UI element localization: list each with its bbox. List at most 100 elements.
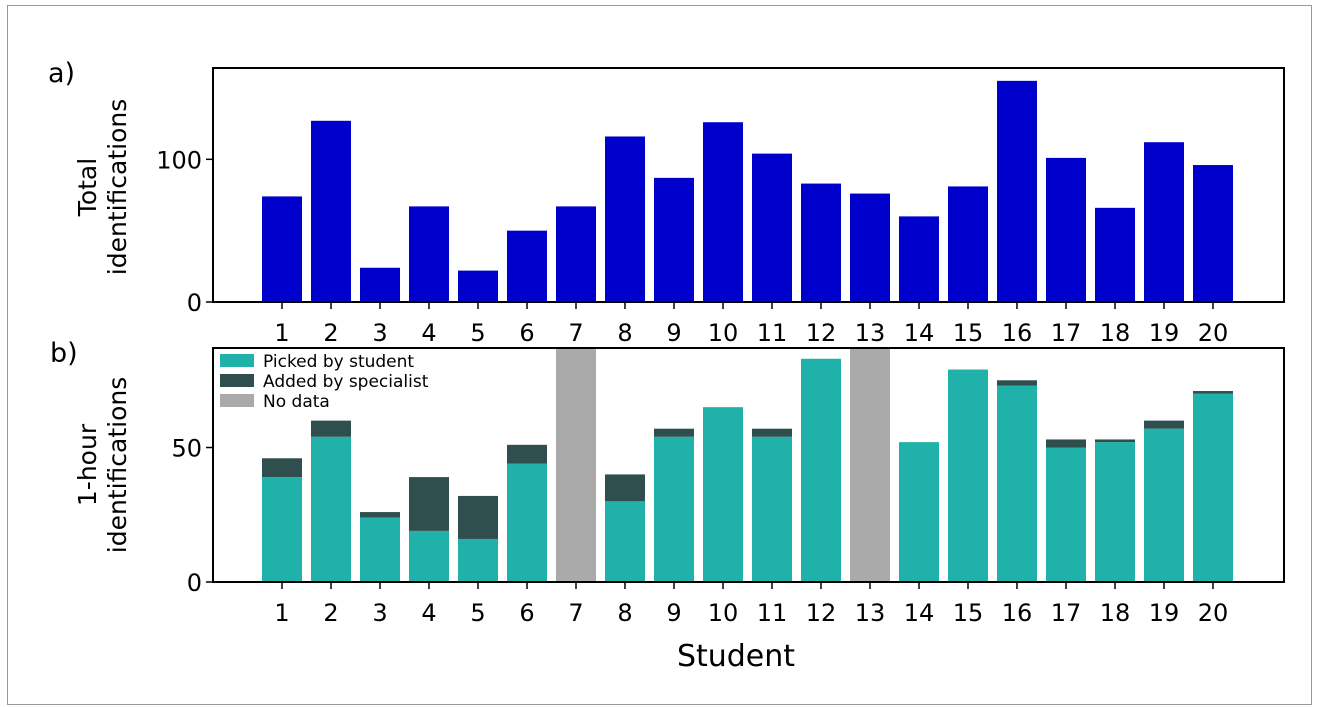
panel-a-xtick-label-11: 11 (757, 319, 788, 347)
panel-a-ylabel-line2: identifications (103, 99, 132, 276)
panel-a-bar-3 (360, 267, 400, 302)
panel-a-xtick-label-17: 17 (1051, 319, 1082, 347)
panel-a-bar-16 (997, 80, 1037, 302)
panel-a-xtick-label-4: 4 (421, 319, 436, 347)
panel-b-bar-added-19 (1144, 420, 1184, 429)
panel-a-xtick-label-2: 2 (323, 319, 338, 347)
panel-b-bar-picked-3 (360, 517, 400, 582)
panel-b-bar-added-8 (605, 474, 645, 502)
panel-a-bar-1 (262, 196, 302, 302)
panel-b-bar-added-16 (997, 380, 1037, 386)
panel-a-xtick-label-15: 15 (953, 319, 984, 347)
panel-b-bar-picked-10 (703, 407, 743, 582)
panel-b-ytick-label-0: 0 (187, 569, 202, 597)
panel-b-xtick-label-15: 15 (953, 599, 984, 627)
panel-b-xtick-label-17: 17 (1051, 599, 1082, 627)
panel-b-bar-picked-1 (262, 477, 302, 582)
panel-b-bar-picked-4 (409, 530, 449, 582)
panel-b-bar-picked-18 (1095, 442, 1135, 582)
panel-b-bar-picked-15 (948, 369, 988, 582)
panel-b-bar-picked-20 (1193, 393, 1233, 582)
panel-b-label: b) (50, 338, 78, 369)
panel-b-xtick-label-14: 14 (904, 599, 935, 627)
panel-b-bar-added-4 (409, 477, 449, 531)
panel-b-ylabel-line2: identifications (103, 377, 132, 554)
panel-b-bar-picked-2 (311, 436, 351, 582)
legend-label-picked: Picked by student (263, 352, 414, 372)
panel-a-bar-7 (556, 206, 596, 302)
panel-b-bar-picked-16 (997, 385, 1037, 582)
panel-a-xtick-label-13: 13 (855, 319, 886, 347)
legend-label-no-data: No data (263, 392, 330, 412)
panel-b-no-data-bar-7 (556, 348, 596, 582)
panel-b-bar-added-1 (262, 458, 302, 478)
panel-a-axes-frame (212, 67, 1285, 303)
panel-b-xtick-label-10: 10 (708, 599, 739, 627)
panel-a-bar-18 (1095, 207, 1135, 302)
panel-b-bar-picked-12 (801, 358, 841, 582)
panel-a: a) Total identifications 1 2 3 4 5 6 7 8 9 10 11 12… (48, 58, 1285, 347)
panel-a-ytick-label-100: 100 (156, 146, 202, 174)
panel-a-bar-6 (507, 230, 547, 302)
panel-b-bar-added-17 (1046, 439, 1086, 448)
panel-a-bar-15 (948, 186, 988, 302)
panel-b-axes-frame (212, 347, 1285, 583)
panel-a-ytick-label-0: 0 (187, 289, 202, 317)
panel-a-bar-13 (850, 193, 890, 302)
panel-b-xtick-label-3: 3 (372, 599, 387, 627)
panel-a-xtick-label-9: 9 (666, 319, 681, 347)
panel-a-label: a) (48, 58, 75, 89)
panel-b-ytick-label-50: 50 (171, 435, 202, 463)
panel-a-xtick-label-10: 10 (708, 319, 739, 347)
panel-b-xtick-label-16: 16 (1002, 599, 1033, 627)
panel-b-xtick-label-11: 11 (757, 599, 788, 627)
panel-b-no-data-bar-13 (850, 348, 890, 582)
panel-b-bar-picked-8 (605, 501, 645, 582)
panel-b-bar-added-18 (1095, 439, 1135, 443)
panel-a-xtick-label-7: 7 (568, 319, 583, 347)
panel-b-bar-picked-19 (1144, 428, 1184, 582)
panel-b-xtick-label-20: 20 (1198, 599, 1229, 627)
panel-a-xtick-label-19: 19 (1149, 319, 1180, 347)
panel-b-bar-added-5 (458, 495, 498, 539)
panel-a-xtick-label-5: 5 (470, 319, 485, 347)
panel-a-bar-4 (409, 206, 449, 302)
panel-b-xtick-label-13: 13 (855, 599, 886, 627)
panel-b-bar-picked-5 (458, 538, 498, 582)
panel-b-xtick-label-18: 18 (1100, 599, 1131, 627)
panel-b-bar-picked-6 (507, 463, 547, 582)
panel-a-bar-11 (752, 153, 792, 302)
panel-a-xtick-label-3: 3 (372, 319, 387, 347)
panel-b-ylabel-line1: 1-hour (73, 423, 102, 506)
panel-a-xtick-label-18: 18 (1100, 319, 1131, 347)
panel-b-bar-picked-11 (752, 436, 792, 582)
panel-b-xtick-label-4: 4 (421, 599, 436, 627)
panel-a-bar-17 (1046, 157, 1086, 302)
legend-swatch-added (220, 374, 254, 387)
panel-b-bar-added-2 (311, 420, 351, 437)
panel-b-xtick-label-12: 12 (806, 599, 837, 627)
panel-a-bar-2 (311, 120, 351, 302)
panel-a-bar-8 (605, 136, 645, 302)
legend-swatch-picked (220, 354, 254, 367)
panel-a-bar-9 (654, 177, 694, 302)
panel-b-xtick-label-7: 7 (568, 599, 583, 627)
figure-frame (7, 5, 1312, 705)
panel-b-xtick-label-6: 6 (519, 599, 534, 627)
panel-b-bar-picked-17 (1046, 447, 1086, 582)
panel-b-xtick-label-5: 5 (470, 599, 485, 627)
panel-b-xtick-label-19: 19 (1149, 599, 1180, 627)
panel-a-bar-5 (458, 270, 498, 302)
panel-a-bar-19 (1144, 142, 1184, 302)
panel-b-xtick-label-8: 8 (617, 599, 632, 627)
panel-a-xtick-label-20: 20 (1198, 319, 1229, 347)
panel-a-xtick-label-8: 8 (617, 319, 632, 347)
panel-a-xtick-label-16: 16 (1002, 319, 1033, 347)
panel-b-bar-added-3 (360, 512, 400, 518)
panel-a-xtick-label-6: 6 (519, 319, 534, 347)
panel-a-xtick-label-14: 14 (904, 319, 935, 347)
panel-b-bar-added-6 (507, 444, 547, 464)
panel-b-xtick-label-9: 9 (666, 599, 681, 627)
